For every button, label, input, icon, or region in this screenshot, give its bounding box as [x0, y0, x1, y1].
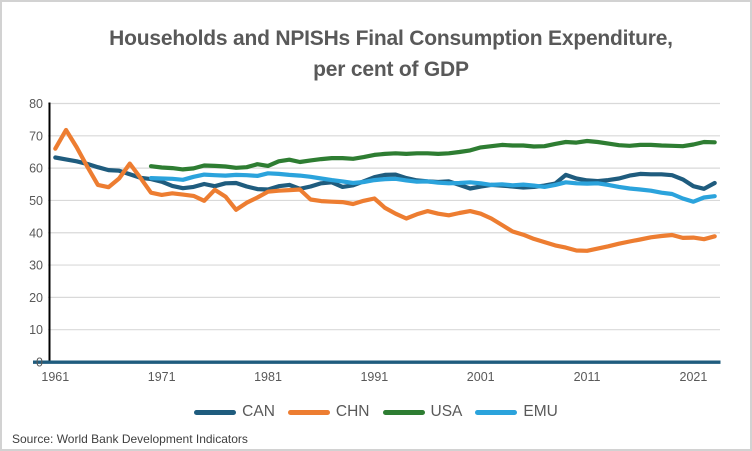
legend-item-EMU: EMU — [475, 403, 558, 421]
series-line-CAN — [53, 155, 717, 192]
legend-swatch-EMU — [475, 409, 518, 415]
series-line-CHN — [53, 127, 717, 253]
series-line-USA — [148, 138, 717, 172]
chart-title: Households and NPISHs Final Consumption … — [62, 23, 720, 85]
y-tick-label: 60 — [29, 162, 43, 176]
source-note: Source: World Bank Development Indicator… — [12, 432, 248, 446]
chart-title-line2: per cent of GDP — [313, 58, 469, 81]
line-chart-plot-area: 0 10 20 30 40 50 60 70 80 1961 1971 1981 1991 2001 201… — [29, 97, 721, 384]
y-tick-label: 30 — [29, 259, 43, 273]
legend-item-USA: USA — [382, 403, 463, 421]
x-tick-label: 1991 — [360, 370, 388, 384]
x-tick-label: 1961 — [41, 370, 69, 384]
legend-label-USA: USA — [430, 403, 463, 420]
y-tick-label: 80 — [29, 97, 43, 111]
y-tick-label: 70 — [29, 129, 43, 143]
legend-label-EMU: EMU — [523, 403, 558, 420]
chart-legend: CAN CHN USA EMU — [2, 400, 750, 424]
x-tick-label: 2001 — [467, 370, 495, 384]
y-tick-label: 20 — [29, 291, 43, 305]
legend-label-CHN: CHN — [335, 403, 370, 420]
legend-item-CHN: CHN — [287, 403, 370, 421]
x-tick-label: 2021 — [680, 370, 708, 384]
x-tick-label: 1971 — [148, 370, 176, 384]
chart-title-line1: Households and NPISHs Final Consumption … — [109, 27, 673, 50]
legend-swatch-CHN — [287, 409, 330, 415]
y-tick-label: 40 — [29, 226, 43, 240]
series-line-EMU — [148, 171, 717, 204]
y-tick-label: 50 — [29, 194, 43, 208]
legend-label-CAN: CAN — [242, 403, 275, 420]
x-tick-label: 1981 — [254, 370, 282, 384]
y-tick-label: 0 — [36, 356, 43, 370]
y-tick-label: 10 — [29, 323, 43, 337]
legend-item-CAN: CAN — [194, 403, 275, 421]
legend-swatch-CAN — [194, 409, 237, 415]
legend-swatch-USA — [382, 409, 425, 415]
x-tick-label: 2011 — [574, 370, 601, 384]
